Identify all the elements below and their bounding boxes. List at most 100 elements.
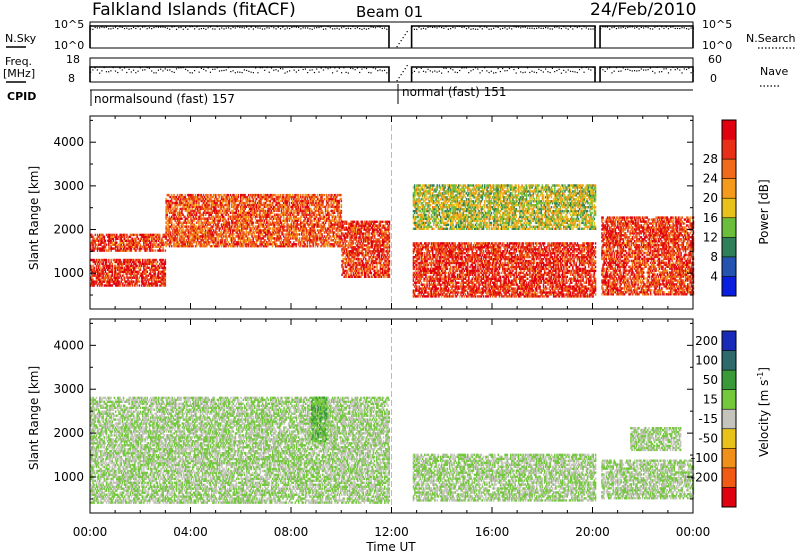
trace-dot <box>661 71 662 72</box>
trace-dot <box>244 27 245 28</box>
trace-dot <box>502 68 503 69</box>
trace-dot <box>237 26 238 27</box>
trace-dot <box>446 26 447 27</box>
trace-dot <box>675 28 676 29</box>
nsearch-label: N.Search <box>746 32 796 45</box>
trace-dot <box>423 28 424 29</box>
trace-dot <box>636 27 637 28</box>
trace-dot <box>368 72 369 73</box>
trace-dot <box>493 28 494 29</box>
trace-dot <box>128 29 129 30</box>
trace-dot <box>287 27 288 28</box>
trace-dot <box>275 69 276 70</box>
trace-dot <box>307 27 308 28</box>
heatmap-cell <box>139 280 141 282</box>
trace-dot <box>228 67 229 68</box>
trace-dot <box>556 70 557 71</box>
heatmap-cell <box>159 234 161 236</box>
heatmap-cell <box>315 229 317 231</box>
trace-dot <box>520 71 521 72</box>
trace-dot <box>273 27 274 28</box>
trace-dot <box>230 71 231 72</box>
trace-dot <box>221 27 222 28</box>
trace-dot <box>661 26 662 27</box>
trace-dot <box>627 27 628 28</box>
trace-dot <box>559 27 560 28</box>
trace-dot <box>627 69 628 70</box>
trace-dot <box>527 28 528 29</box>
trace-dot <box>336 71 337 72</box>
trace-dot <box>586 67 587 68</box>
trace-dot <box>370 72 371 73</box>
trace-dot <box>498 27 499 28</box>
trace-segment <box>412 67 595 82</box>
trace-dot <box>666 68 667 69</box>
trace-dot <box>399 77 400 78</box>
trace-dot <box>386 72 387 73</box>
trace-dot <box>92 29 93 30</box>
trace-dot <box>332 28 333 29</box>
trace-dot <box>99 27 100 28</box>
trace-dot <box>357 27 358 28</box>
trace-dot <box>160 69 161 70</box>
trace-dot <box>550 72 551 73</box>
trace-dot <box>652 28 653 29</box>
trace-dot <box>90 28 91 29</box>
trace-dot <box>214 28 215 29</box>
trace-dot <box>314 72 315 73</box>
trace-dot <box>386 29 387 30</box>
trace-dot <box>167 70 168 71</box>
trace-dot <box>504 70 505 71</box>
trace-dot <box>484 26 485 27</box>
trace-dot <box>135 28 136 29</box>
trace-dot <box>645 69 646 70</box>
trace-dot <box>634 70 635 71</box>
trace-dot <box>583 72 584 73</box>
trace-dot <box>246 27 247 28</box>
trace-dot <box>239 27 240 28</box>
trace-dot <box>504 27 505 28</box>
trace-dot <box>491 29 492 30</box>
trace-dot <box>307 72 308 73</box>
trace-dot <box>475 67 476 68</box>
trace-dot <box>144 69 145 70</box>
trace-dot <box>455 27 456 28</box>
trace-dot <box>668 72 669 73</box>
trace-dot <box>654 72 655 73</box>
trace-dot <box>95 67 96 68</box>
radar-summary-plot: Falkland Islands (fitACF) Beam 01 24/Feb… <box>0 0 800 554</box>
trace-dot <box>588 68 589 69</box>
trace-dot <box>219 28 220 29</box>
trace-dot <box>468 72 469 73</box>
trace-dot <box>99 73 100 74</box>
nsearch-trace <box>90 26 694 47</box>
trace-dot <box>210 72 211 73</box>
trace-dot <box>106 27 107 28</box>
trace-dot <box>686 28 687 29</box>
trace-dot <box>561 28 562 29</box>
trace-dot <box>269 27 270 28</box>
trace-dot <box>327 68 328 69</box>
trace-dot <box>294 26 295 27</box>
trace-dot <box>205 29 206 30</box>
trace-dot <box>516 72 517 73</box>
trace-segment <box>600 67 693 82</box>
trace-dot <box>355 28 356 29</box>
trace-dot <box>318 71 319 72</box>
heatmap-cell <box>281 237 283 239</box>
trace-dot <box>126 72 127 73</box>
trace-dot <box>336 28 337 29</box>
trace-segment <box>600 26 693 48</box>
heatmap-cell <box>140 259 142 261</box>
heatmap-cell <box>283 233 285 235</box>
trace-dot <box>641 68 642 69</box>
trace-dot <box>124 67 125 68</box>
trace-dot <box>693 70 694 71</box>
trace-dot <box>133 27 134 28</box>
trace-dot <box>364 28 365 29</box>
trace-dot <box>323 29 324 30</box>
trace-dot <box>477 68 478 69</box>
trace-dot <box>115 27 116 28</box>
trace-dot <box>303 69 304 70</box>
trace-dot <box>341 27 342 28</box>
